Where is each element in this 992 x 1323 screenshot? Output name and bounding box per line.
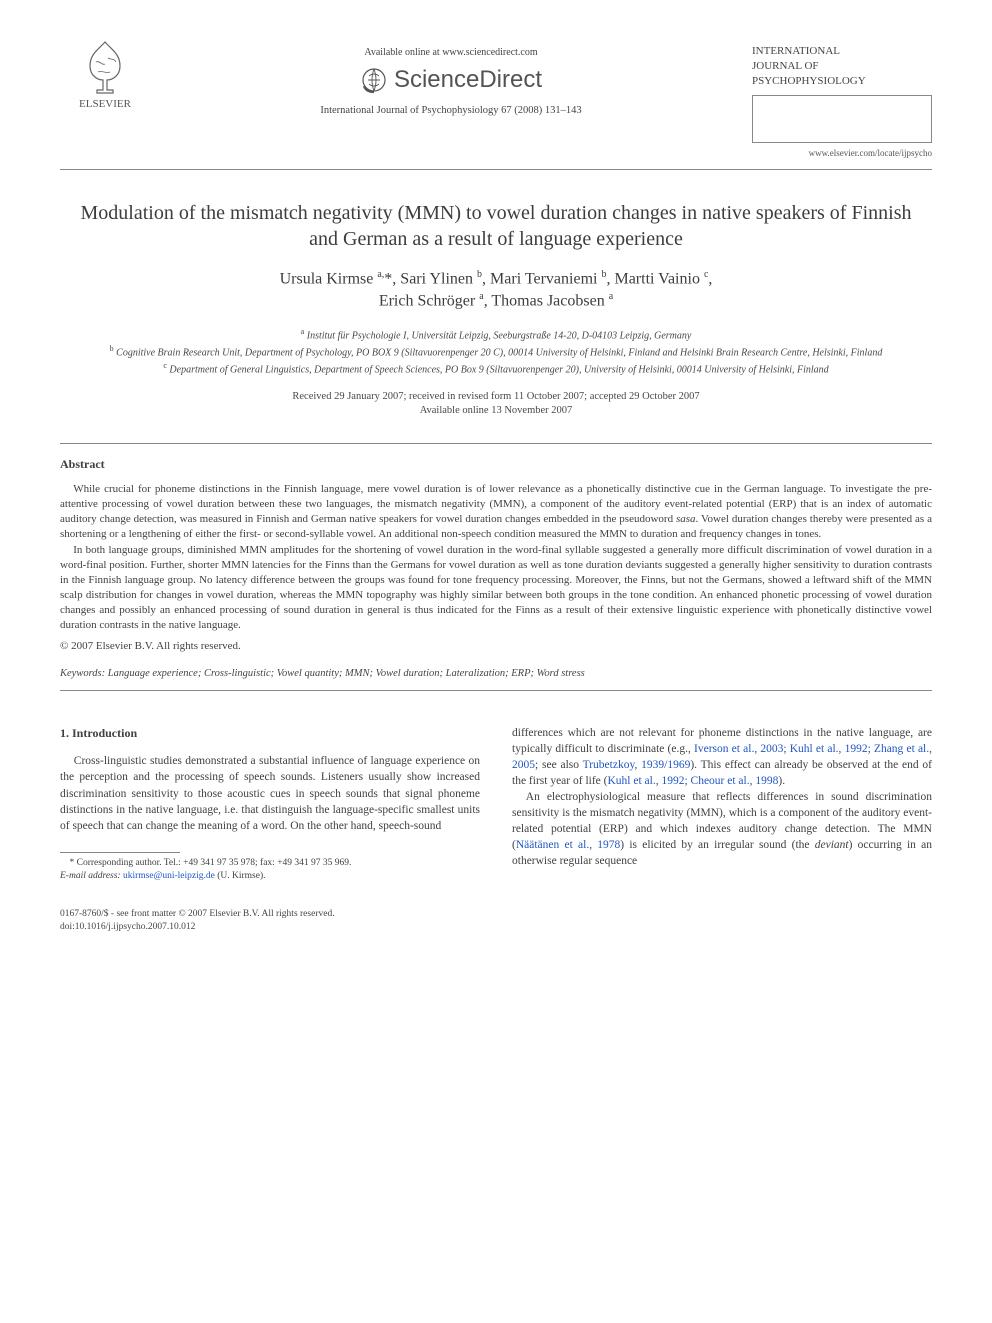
right-column: differences which are not relevant for p… [512, 725, 932, 883]
abstract-top-rule [60, 443, 932, 444]
body-two-column: 1. Introduction Cross-linguistic studies… [60, 725, 932, 883]
page-footer: 0167-8760/$ - see front matter © 2007 El… [60, 908, 932, 934]
elsevier-logo-block: ELSEVIER [60, 40, 150, 112]
footnote-email-suffix: (U. Kirmse). [215, 871, 266, 881]
keywords-label: Keywords: [60, 668, 105, 679]
abstract-heading: Abstract [60, 456, 932, 472]
elsevier-label: ELSEVIER [79, 97, 131, 112]
ref-link-trubetzkoy[interactable]: Trubetzkoy, 1939/1969 [583, 759, 691, 771]
journal-cover-placeholder [752, 95, 932, 143]
journal-header: ELSEVIER Available online at www.science… [60, 40, 932, 170]
journal-title-line3: PSYCHOPHYSIOLOGY [752, 75, 866, 87]
abstract-body: While crucial for phoneme distinctions i… [60, 482, 932, 632]
header-center: Available online at www.sciencedirect.co… [150, 40, 752, 118]
article-dates: Received 29 January 2007; received in re… [60, 390, 932, 419]
abstract-bottom-rule [60, 690, 932, 691]
footnote-rule [60, 852, 180, 853]
abstract-para2: In both language groups, diminished MMN … [60, 543, 932, 632]
journal-title-line2: JOURNAL OF [752, 60, 819, 72]
sciencedirect-logo: ScienceDirect [150, 64, 752, 96]
introduction-heading: 1. Introduction [60, 725, 480, 742]
intro-col2-para2: An electrophysiological measure that ref… [512, 789, 932, 869]
copyright-line: © 2007 Elsevier B.V. All rights reserved… [60, 639, 932, 654]
journal-title: INTERNATIONAL JOURNAL OF PSYCHOPHYSIOLOG… [752, 44, 932, 89]
authors-list: Ursula Kirmse a,*, Sari Ylinen b, Mari T… [60, 268, 932, 312]
abstract-para1: While crucial for phoneme distinctions i… [60, 482, 932, 541]
dates-received: Received 29 January 2007; received in re… [292, 391, 699, 402]
article-title: Modulation of the mismatch negativity (M… [70, 200, 922, 252]
intro-col2-para1: differences which are not relevant for p… [512, 725, 932, 789]
corresponding-footnote: * Corresponding author. Tel.: +49 341 97… [60, 857, 480, 883]
journal-title-line1: INTERNATIONAL [752, 45, 840, 57]
ref-link-kuhl[interactable]: Kuhl et al., 1992; Cheour et al., 1998 [607, 775, 778, 787]
affiliation-b: Cognitive Brain Research Unit, Departmen… [116, 347, 882, 358]
journal-url: www.elsevier.com/locate/ijpsycho [752, 147, 932, 159]
keywords-values: Language experience; Cross-linguistic; V… [108, 668, 585, 679]
ref-link-naatanen[interactable]: Näätänen et al., 1978 [516, 839, 620, 851]
affiliations: a Institut für Psychologie I, Universitä… [60, 326, 932, 378]
header-right: INTERNATIONAL JOURNAL OF PSYCHOPHYSIOLOG… [752, 40, 932, 159]
footer-line2: doi:10.1016/j.ijpsycho.2007.10.012 [60, 922, 195, 932]
sciencedirect-text: ScienceDirect [394, 64, 542, 96]
sciencedirect-icon [360, 66, 388, 94]
available-online-text: Available online at www.sciencedirect.co… [150, 46, 752, 60]
footnote-email-link[interactable]: ukirmse@uni-leipzig.de [123, 871, 215, 881]
keywords-line: Keywords: Language experience; Cross-lin… [60, 667, 932, 681]
elsevier-tree-icon [80, 40, 130, 95]
journal-reference: International Journal of Psychophysiolog… [150, 104, 752, 118]
footnote-corr: * Corresponding author. Tel.: +49 341 97… [70, 858, 352, 868]
affiliation-a: Institut für Psychologie I, Universität … [307, 330, 692, 341]
footer-line1: 0167-8760/$ - see front matter © 2007 El… [60, 909, 335, 919]
affiliation-c: Department of General Linguistics, Depar… [169, 365, 828, 376]
dates-online: Available online 13 November 2007 [420, 405, 573, 416]
deviant-term: deviant [815, 839, 849, 851]
left-column: 1. Introduction Cross-linguistic studies… [60, 725, 480, 883]
intro-col1-para: Cross-linguistic studies demonstrated a … [60, 753, 480, 833]
footnote-email-label: E-mail address: [60, 871, 121, 881]
